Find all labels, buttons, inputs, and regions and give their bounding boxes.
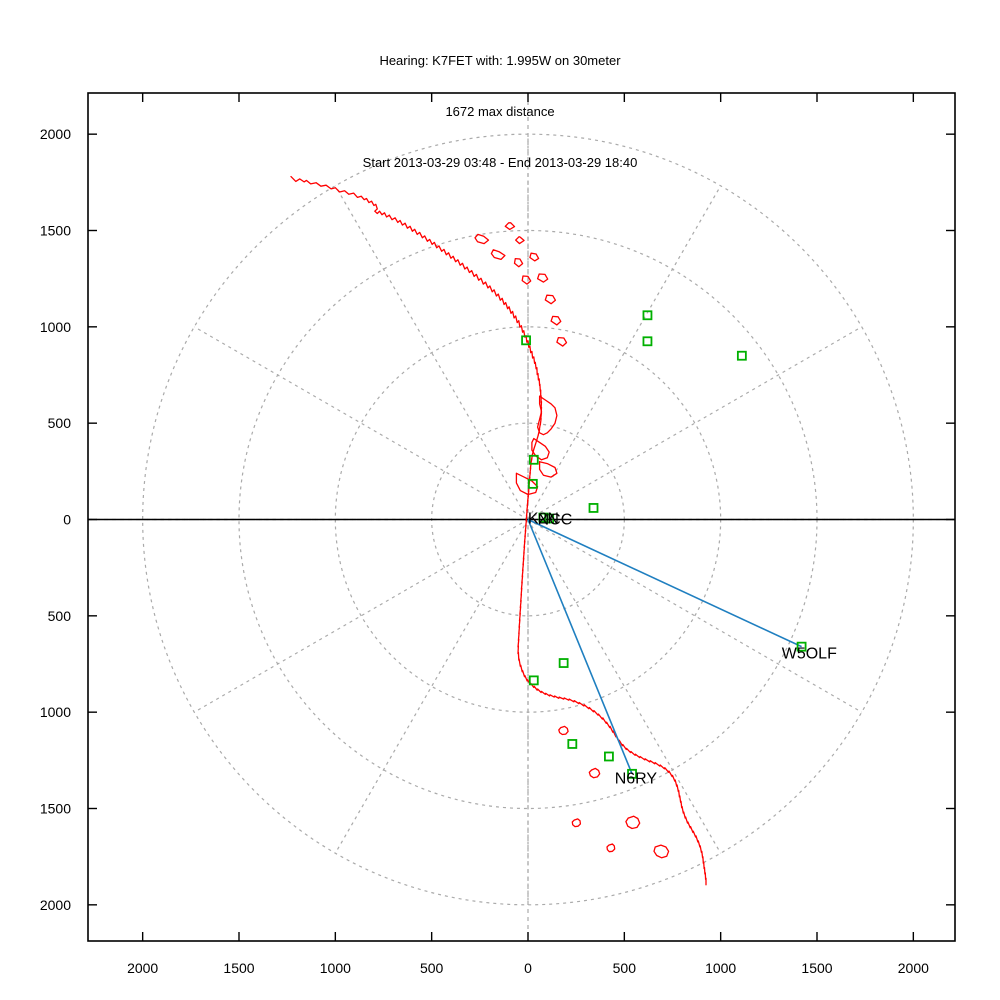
- coastline-segment: [556, 336, 568, 347]
- y-tick-label: 2000: [40, 126, 71, 142]
- x-tick-label: 1000: [320, 960, 351, 976]
- station-marker: [527, 478, 538, 489]
- y-tick-label: 1000: [40, 704, 71, 720]
- station-marker: [528, 675, 539, 686]
- propagation-path-layer: [527, 518, 802, 775]
- station-marker-W5OLF: [796, 641, 807, 652]
- x-tick-label: 0: [524, 960, 532, 976]
- x-tick-label: 1500: [801, 960, 832, 976]
- station-label-N6RY: N6RY: [615, 771, 658, 788]
- plot-frame: [87, 92, 956, 942]
- coastline-segment: [544, 294, 557, 305]
- propagation-path-W5OLF: [527, 518, 802, 648]
- y-tick-label: 1500: [40, 223, 71, 239]
- coastline-layer: [290, 175, 707, 886]
- y-tick-label: 2000: [40, 897, 71, 913]
- station-marker: [604, 751, 614, 762]
- station-marker: [521, 335, 531, 346]
- chart-title-line-3: Start 2013-03-29 03:48 - End 2013-03-29 …: [362, 155, 638, 170]
- station-marker: [558, 658, 569, 668]
- x-tick-label: 2000: [898, 960, 929, 976]
- coastline-segment: [571, 818, 582, 828]
- coastline-segment: [531, 437, 550, 461]
- station-marker: [642, 310, 653, 321]
- y-tick-label: 1000: [40, 319, 71, 335]
- azimuth-spoke-60: [527, 326, 863, 521]
- station-label-NCC: NCC: [538, 512, 573, 529]
- station-marker-layer: [521, 310, 807, 779]
- station-marker: [567, 739, 578, 749]
- axes-border: [87, 92, 956, 942]
- station-marker-NCC: [544, 513, 555, 524]
- coastline-segment: [653, 844, 670, 859]
- coastline-segment: [515, 472, 539, 496]
- axis-tick-label-layer: 2000 1500 1000 500 0 500 1000 1500 2000 2000 1500 1…: [40, 126, 929, 976]
- chart-title-line-1: Hearing: K7FET with: 1.995W on 30meter: [379, 53, 621, 68]
- station-label-K2N: K2N: [528, 511, 559, 528]
- station-marker: [736, 350, 747, 361]
- coastline-segment: [536, 395, 558, 436]
- coastline-segment: [490, 249, 506, 261]
- chart-title-block: Hearing: K7FET with: 1.995W on 30meter 1…: [0, 18, 1000, 205]
- station-marker-N6RY: [627, 768, 637, 779]
- x-tick-label: 500: [420, 960, 444, 976]
- coastline-segment: [504, 222, 516, 231]
- x-tick-label: 500: [613, 960, 637, 976]
- coastline-segment: [529, 252, 540, 262]
- x-tick-label: 1500: [223, 960, 254, 976]
- polar-grid: [88, 93, 955, 941]
- y-tick-label: 0: [63, 512, 71, 528]
- coastline-segment: [290, 175, 707, 886]
- coastline-segment: [536, 273, 549, 283]
- station-marker: [642, 336, 653, 347]
- chart-title-line-2: 1672 max distance: [445, 104, 555, 119]
- y-tick-label: 500: [48, 608, 72, 624]
- coastline-segment: [606, 843, 616, 853]
- azimuth-spoke-150: [527, 519, 722, 854]
- azimuth-spoke-300: [193, 326, 529, 521]
- coastline-segment: [538, 461, 558, 478]
- station-marker: [528, 454, 539, 465]
- coastline-segment: [558, 725, 569, 736]
- coastline-segment: [550, 315, 562, 326]
- azimuth-spoke-210: [334, 519, 529, 854]
- coastline-segment: [588, 767, 601, 779]
- station-label-W5OLF: W5OLF: [782, 645, 837, 662]
- y-tick-label: 1500: [40, 801, 71, 817]
- propagation-path-N6RY: [527, 519, 633, 775]
- azimuth-spoke-30: [527, 185, 722, 520]
- coastline-segment: [474, 233, 490, 245]
- station-marker-K2N: [538, 512, 549, 523]
- y-tick-label: 500: [48, 415, 72, 431]
- coastline-segment: [515, 236, 525, 245]
- x-tick-label: 1000: [705, 960, 736, 976]
- coastline-segment: [625, 815, 641, 830]
- azimuth-spoke-120: [527, 518, 863, 713]
- azimuth-spoke-330: [334, 185, 529, 520]
- azimuth-spoke-240: [193, 518, 529, 713]
- coastline-segment: [521, 275, 532, 285]
- x-tick-label: 2000: [127, 960, 158, 976]
- station-marker: [588, 503, 599, 513]
- coastline-segment: [513, 257, 524, 268]
